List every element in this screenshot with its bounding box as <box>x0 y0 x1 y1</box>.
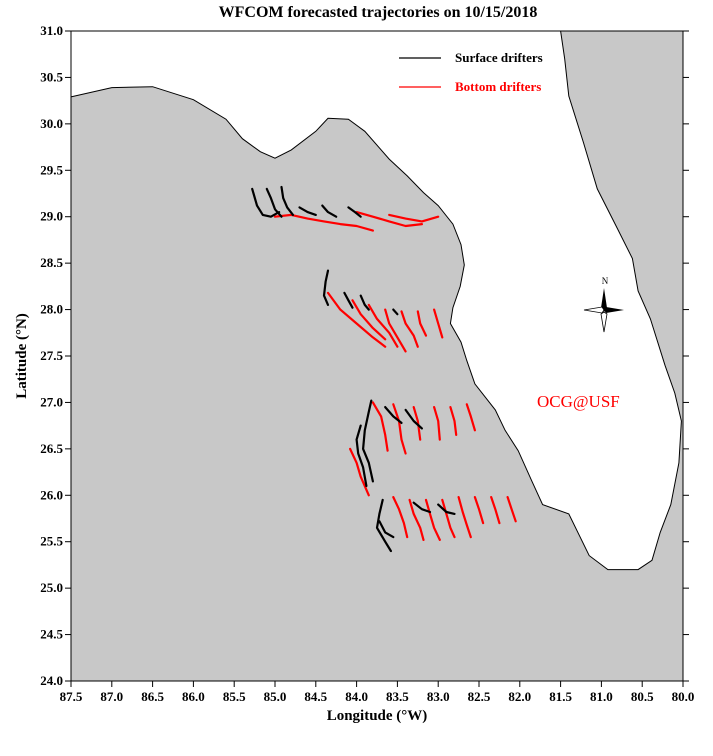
florida-landmass <box>70 30 684 682</box>
y-axis-title: Latitude (°N) <box>14 313 30 399</box>
y-tick-label: 24.0 <box>40 673 63 688</box>
bottom-drifter-track-14 <box>412 406 422 441</box>
x-axis-title: Longitude (°W) <box>327 708 428 724</box>
surface-drifter-track-13 <box>384 406 403 424</box>
bottom-drifter-track-23 <box>473 496 485 525</box>
y-tick-label: 26.0 <box>40 487 63 502</box>
bottom-drifter-track-5 <box>351 299 387 341</box>
surface-drifter-track-12 <box>355 424 368 488</box>
y-tick-label: 29.0 <box>40 209 63 224</box>
x-tick-label: 87.0 <box>100 689 123 704</box>
bottom-drifter-track-19 <box>408 498 425 542</box>
surface-drifter-tracks <box>251 185 456 553</box>
x-tick-label: 80.0 <box>672 689 695 704</box>
y-axis: 24.0 24.5 25.0 25.5 26.0 26.5 27.0 27.5 28.0 28.5… <box>40 23 689 688</box>
surface-drifter-track-16 <box>378 520 395 539</box>
bottom-drifter-track-4 <box>326 291 387 348</box>
surface-drifter-track-18 <box>437 503 456 516</box>
surface-drifter-track-4 <box>298 206 317 216</box>
bottom-drifter-track-3 <box>388 213 440 223</box>
y-tick-label: 25.0 <box>40 580 63 595</box>
bottom-drifter-track-25 <box>506 496 517 523</box>
surface-drifter-track-15 <box>375 498 392 553</box>
surface-drifter-track-17 <box>412 501 432 514</box>
x-tick-label: 86.5 <box>141 689 164 704</box>
bottom-drifter-track-24 <box>490 496 501 525</box>
y-tick-label: 28.5 <box>40 255 63 270</box>
x-tick-label: 83.0 <box>427 689 450 704</box>
y-tick-label: 28.0 <box>40 302 63 317</box>
surface-drifter-track-8 <box>343 291 354 309</box>
chart-title: WFCOM forecasted trajectories on 10/15/2… <box>219 4 538 21</box>
x-tick-label: 81.5 <box>549 689 572 704</box>
compass-north-label: N <box>602 276 609 286</box>
credit-label: OCG@USF <box>537 392 620 411</box>
x-axis: 87.5 87.0 86.5 86.0 85.5 85.0 84.5 84.0 83.5 83.0… <box>60 681 695 704</box>
bottom-drifter-track-20 <box>424 498 441 542</box>
y-tick-label: 27.0 <box>40 394 63 409</box>
x-tick-label: 85.5 <box>223 689 246 704</box>
surface-drifter-track-14 <box>404 408 423 430</box>
bottom-drifter-track-15 <box>433 406 441 441</box>
x-tick-label: 87.5 <box>60 689 83 704</box>
bottom-drifter-track-2 <box>355 211 423 228</box>
surface-drifter-track-9 <box>359 294 370 311</box>
surface-drifter-track-2 <box>265 187 283 218</box>
x-tick-label: 86.0 <box>182 689 205 704</box>
bottom-drifter-track-10 <box>433 308 444 339</box>
surface-drifter-track-7 <box>322 269 330 306</box>
bottom-drifter-track-16 <box>449 406 458 436</box>
bottom-drifter-track-18 <box>392 496 409 539</box>
y-tick-label: 25.5 <box>40 534 63 549</box>
legend-bottom-label: Bottom drifters <box>455 79 541 94</box>
x-tick-label: 84.0 <box>345 689 368 704</box>
x-tick-label: 80.5 <box>631 689 654 704</box>
y-tick-label: 24.5 <box>40 627 63 642</box>
bottom-drifter-track-21 <box>441 498 456 539</box>
x-tick-label: 81.0 <box>590 689 613 704</box>
y-tick-label: 31.0 <box>40 23 63 38</box>
compass-north-arrow <box>601 288 607 312</box>
bottom-drifter-track-11 <box>349 447 370 497</box>
x-tick-label: 82.5 <box>468 689 491 704</box>
bottom-drifter-track-12 <box>371 401 389 452</box>
bottom-drifter-track-6 <box>367 303 399 348</box>
y-tick-label: 27.5 <box>40 348 63 363</box>
y-tick-label: 30.5 <box>40 69 63 84</box>
surface-drifter-track-1 <box>251 187 281 218</box>
compass-south-arrow <box>600 311 608 333</box>
bottom-drifter-tracks <box>273 211 517 542</box>
x-tick-label: 84.5 <box>304 689 327 704</box>
surface-drifter-track-10 <box>392 308 399 316</box>
y-tick-label: 30.0 <box>40 116 63 131</box>
y-tick-label: 29.5 <box>40 162 63 177</box>
bottom-drifter-track-9 <box>416 310 428 337</box>
surface-drifter-track-11 <box>362 399 374 483</box>
bottom-drifter-track-7 <box>384 308 407 353</box>
x-tick-label: 85.0 <box>264 689 287 704</box>
surface-drifter-track-3 <box>280 185 295 216</box>
bottom-drifter-track-8 <box>400 310 419 348</box>
bottom-drifter-track-13 <box>392 403 407 455</box>
x-tick-label: 83.5 <box>386 689 409 704</box>
surface-drifter-track-5 <box>321 204 338 218</box>
compass-rose: N <box>583 276 624 333</box>
legend-surface-label: Surface drifters <box>455 50 543 65</box>
plot-area <box>70 30 684 682</box>
x-tick-label: 82.0 <box>508 689 531 704</box>
legend: Surface drifters Bottom drifters <box>399 50 543 94</box>
y-tick-label: 26.5 <box>40 441 63 456</box>
compass-east-arrow <box>604 307 624 313</box>
surface-drifter-track-6 <box>347 206 362 218</box>
bottom-drifter-track-1 <box>273 213 374 232</box>
bottom-drifter-track-22 <box>457 496 472 539</box>
bottom-drifter-track-17 <box>465 403 476 432</box>
